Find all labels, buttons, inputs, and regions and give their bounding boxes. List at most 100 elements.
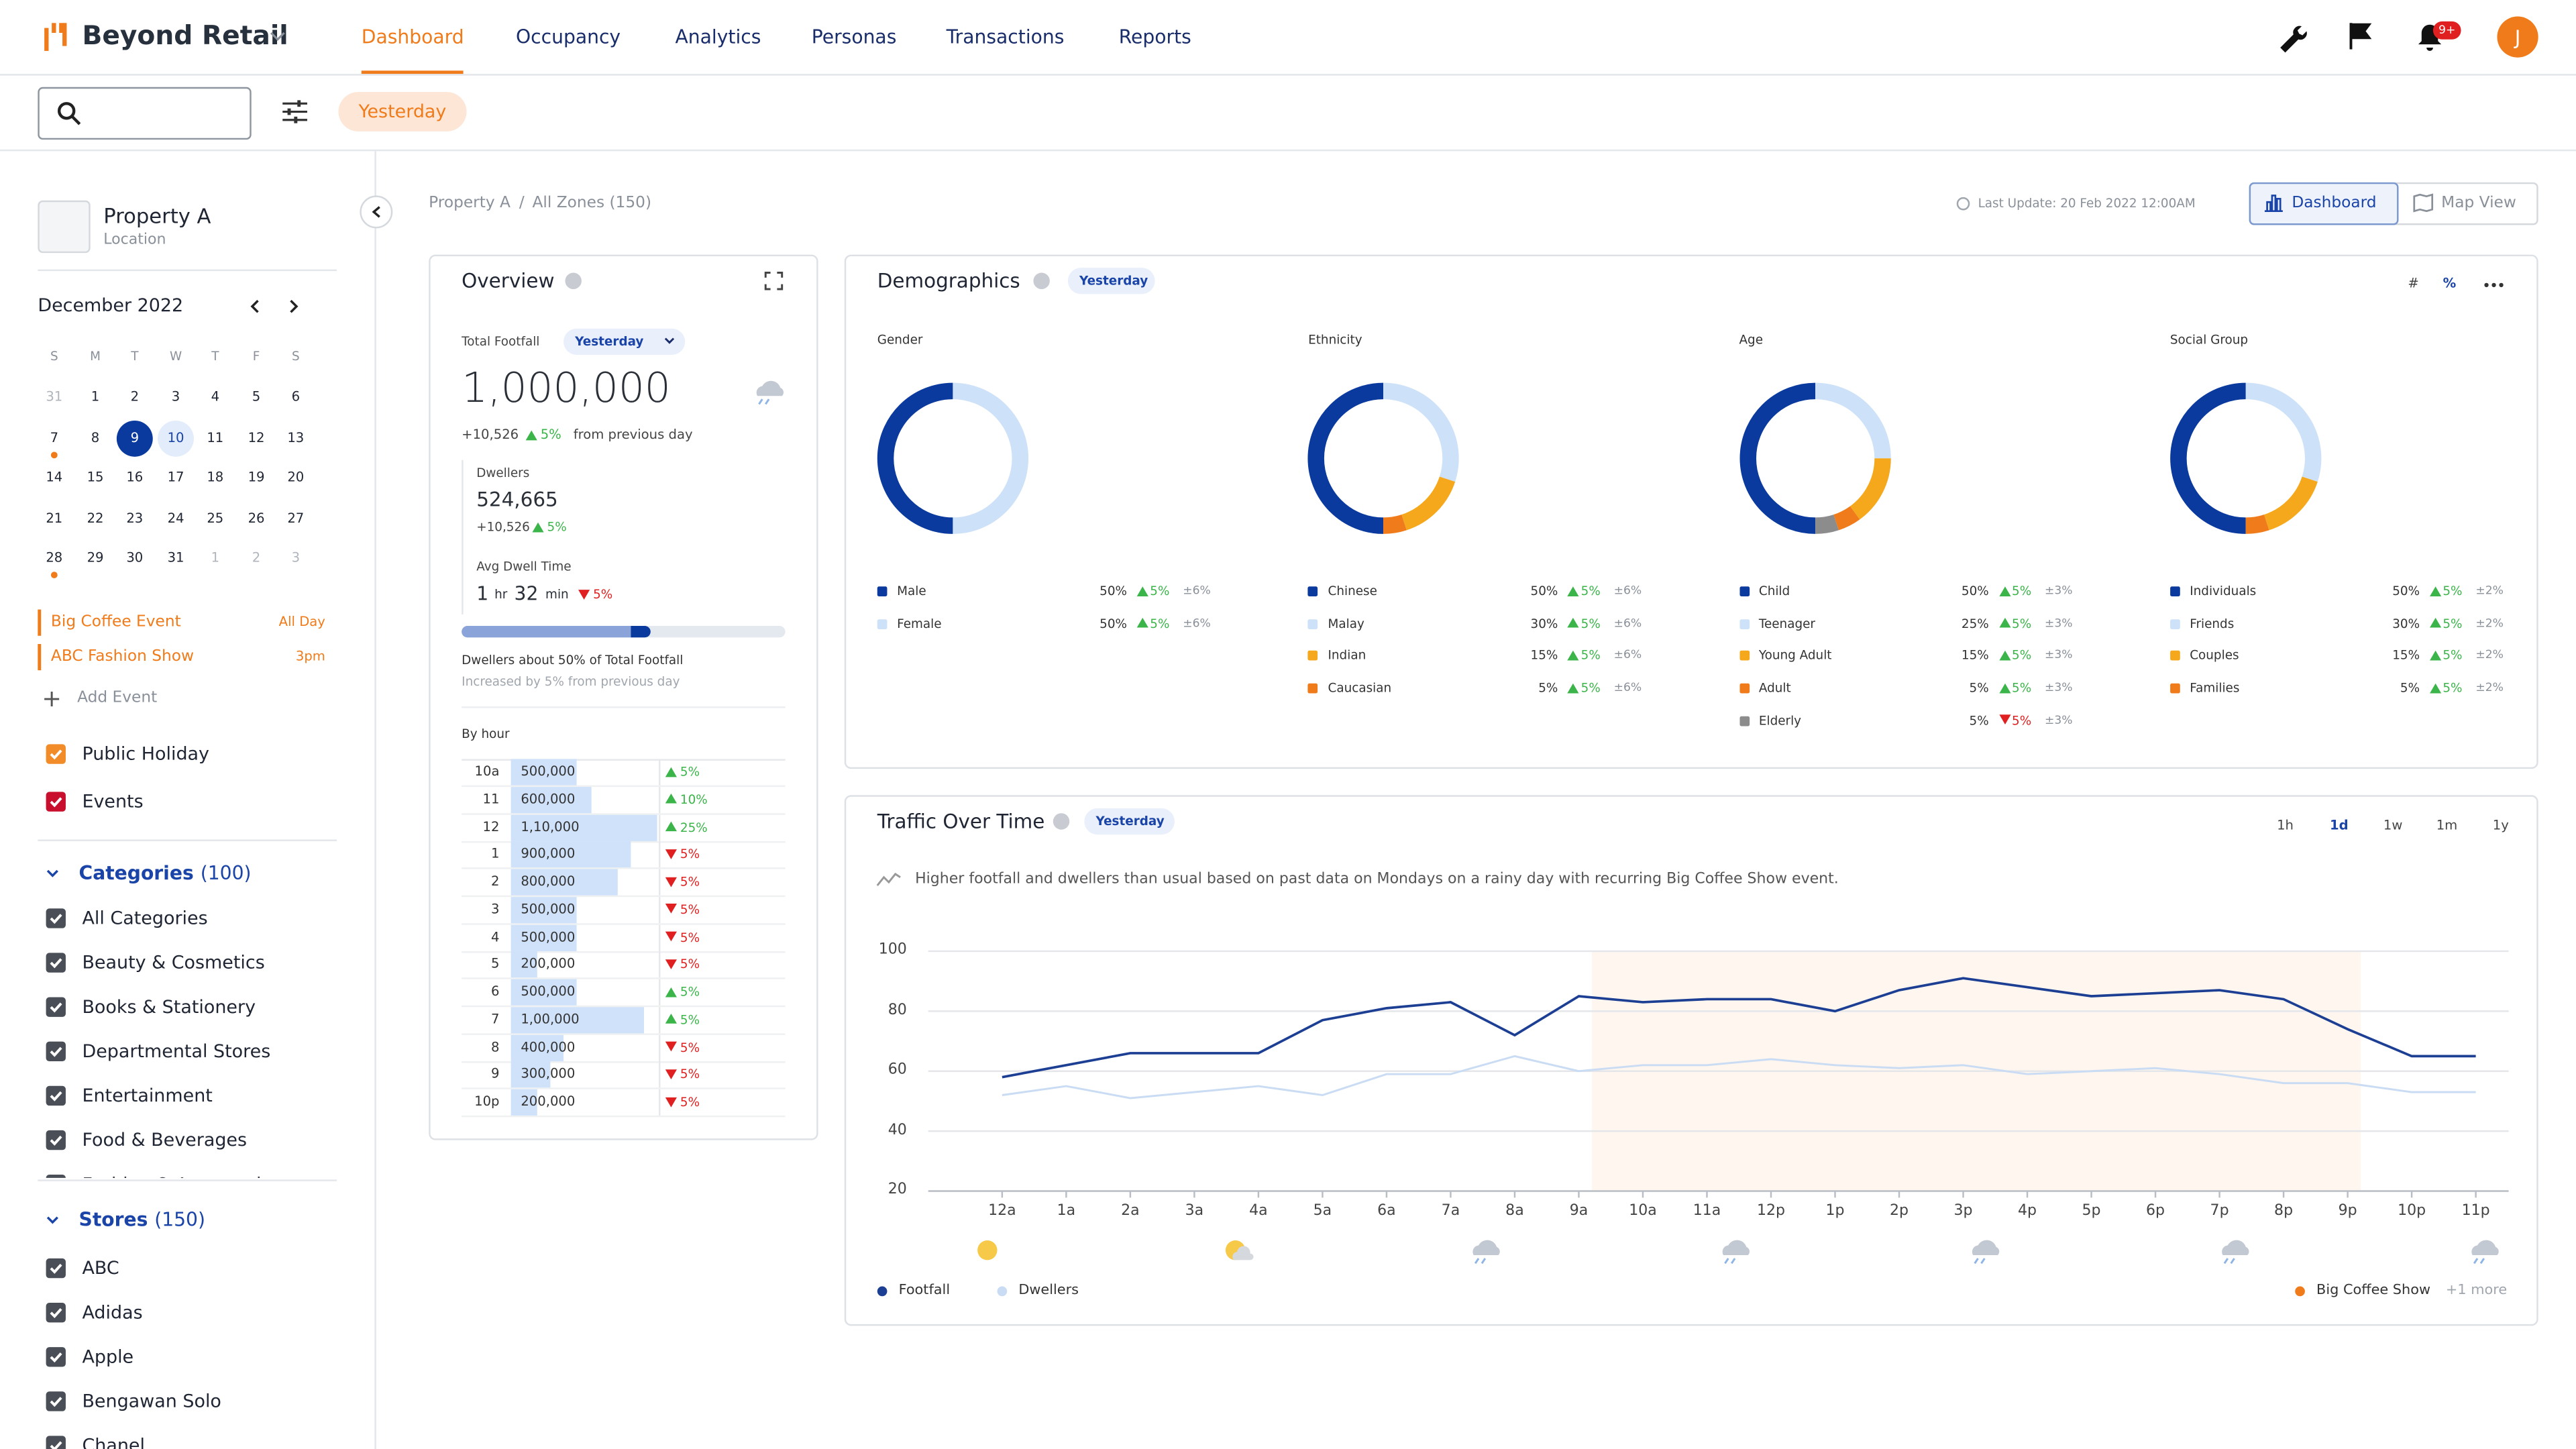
calendar-day[interactable]: 3 [171, 389, 180, 405]
view-icon [2413, 193, 2434, 213]
calendar-day[interactable]: 4 [211, 389, 220, 405]
event-name[interactable]: ABC Fashion Show [50, 647, 195, 666]
calendar-day[interactable]: 13 [287, 429, 305, 445]
calendar-day[interactable]: 3 [291, 550, 301, 566]
avatar[interactable] [2497, 16, 2538, 58]
hour-change: 5% [680, 957, 700, 972]
calendar-day[interactable]: 12 [248, 429, 265, 445]
range-button[interactable]: 1m [2436, 818, 2458, 833]
nav-tab[interactable]: Personas [811, 25, 897, 48]
calendar-day[interactable]: 26 [248, 510, 265, 525]
hour-bar [511, 814, 657, 841]
calendar-day[interactable]: 20 [287, 470, 305, 485]
range-button[interactable]: 1w [2383, 818, 2403, 833]
legend-label[interactable]: Big Coffee Show [2316, 1283, 2430, 1299]
calendar-day[interactable]: 5 [252, 389, 261, 405]
calendar-day[interactable]: 25 [207, 510, 224, 525]
calendar-day[interactable]: 16 [126, 470, 144, 485]
collapse-button[interactable] [360, 195, 393, 229]
view-label[interactable]: Map View [2441, 194, 2516, 213]
calendar-day[interactable]: 29 [87, 550, 104, 566]
calendar-day[interactable]: 10 [167, 429, 184, 445]
view-active[interactable] [2249, 182, 2399, 225]
selected-day[interactable] [116, 419, 153, 456]
add-event[interactable]: Add Event [77, 688, 158, 707]
period-chip[interactable] [1067, 268, 1155, 294]
section-title[interactable]: Stores [78, 1208, 148, 1231]
nav-tab[interactable]: Dashboard [361, 25, 464, 48]
calendar-day[interactable]: 14 [46, 470, 63, 485]
more-link[interactable]: +1 more [2445, 1283, 2508, 1299]
checkbox[interactable] [46, 1258, 66, 1279]
checkbox[interactable] [46, 744, 66, 764]
range-button[interactable]: 1y [2492, 818, 2509, 833]
calendar-day[interactable]: 1 [211, 550, 220, 566]
badge-label: 9+ [2438, 23, 2456, 36]
calendar-day[interactable]: 19 [248, 470, 265, 485]
calendar-day[interactable]: 28 [46, 550, 63, 566]
checkbox[interactable] [46, 908, 66, 928]
checkbox[interactable] [46, 1391, 66, 1411]
event-name[interactable]: Big Coffee Event [50, 613, 181, 632]
hour-bar [511, 841, 631, 868]
calendar-day[interactable]: 2 [252, 550, 261, 566]
checkbox[interactable] [46, 1175, 66, 1178]
legend-dot [1739, 716, 1750, 726]
calendar-day[interactable]: 11 [207, 429, 224, 445]
checkbox[interactable] [46, 1347, 66, 1367]
nav-tab[interactable]: Transactions [946, 25, 1065, 48]
checkbox[interactable] [46, 1041, 66, 1062]
legend-spread: ±2% [2475, 681, 2504, 694]
range-button[interactable]: 1h [2277, 818, 2294, 833]
checkbox[interactable] [46, 1436, 66, 1449]
calendar-day[interactable]: 15 [87, 470, 104, 485]
checkbox[interactable] [46, 953, 66, 973]
series-line [1002, 977, 2476, 1079]
calendar-day[interactable]: 21 [46, 510, 63, 525]
calendar-day[interactable]: 7 [50, 429, 59, 445]
section-title[interactable]: Categories [78, 861, 194, 885]
legend-value: 5% [2400, 680, 2420, 696]
nav-tab[interactable]: Occupancy [515, 25, 621, 48]
mode-toggle[interactable]: % [2443, 276, 2457, 291]
checkbox[interactable] [46, 792, 66, 812]
donut-segment [953, 382, 1029, 534]
filter-chip[interactable] [338, 92, 467, 131]
range-button[interactable]: 1d [2330, 818, 2349, 833]
calendar-day[interactable]: 23 [126, 510, 144, 525]
legend-name: Caucasian [1328, 680, 1392, 696]
mode-toggle[interactable]: # [2408, 276, 2419, 291]
search-box[interactable] [38, 87, 252, 140]
checkbox[interactable] [46, 997, 66, 1017]
calendar-day[interactable]: 1 [91, 389, 100, 405]
calendar-day[interactable]: 8 [91, 429, 100, 445]
legend-label[interactable]: Footfall [898, 1283, 951, 1299]
calendar-day[interactable]: 18 [207, 470, 224, 485]
nav-tab[interactable]: Analytics [675, 25, 761, 48]
checkbox[interactable] [46, 1130, 66, 1150]
calendar-day[interactable]: 22 [87, 510, 104, 525]
calendar-day[interactable]: 30 [126, 550, 144, 566]
calendar-day[interactable]: 2 [130, 389, 140, 405]
knob [294, 116, 298, 123]
checkbox[interactable] [46, 1303, 66, 1323]
nav-tab[interactable]: Reports [1118, 25, 1191, 48]
period-chip[interactable] [1084, 808, 1175, 835]
triangle [665, 1069, 677, 1079]
x-tick-label: 9a [1569, 1203, 1589, 1220]
highlighted-day[interactable] [158, 419, 194, 456]
calendar-day[interactable]: 24 [167, 510, 184, 525]
checkbox[interactable] [46, 1085, 66, 1106]
weather-icon [2222, 1240, 2249, 1265]
calendar-day[interactable]: 31 [46, 389, 63, 405]
legend-label[interactable]: Dwellers [1018, 1283, 1079, 1299]
breadcrumb[interactable]: Property A [429, 194, 511, 213]
calendar-day[interactable]: 27 [287, 510, 305, 525]
calendar-day[interactable]: 9 [130, 429, 140, 445]
view-label[interactable]: Dashboard [2292, 194, 2377, 213]
period-chip[interactable] [564, 328, 686, 355]
calendar-day[interactable]: 6 [291, 389, 301, 405]
calendar-day[interactable]: 31 [167, 550, 184, 566]
breadcrumb[interactable]: All Zones (150) [532, 194, 652, 213]
calendar-day[interactable]: 17 [167, 470, 184, 485]
